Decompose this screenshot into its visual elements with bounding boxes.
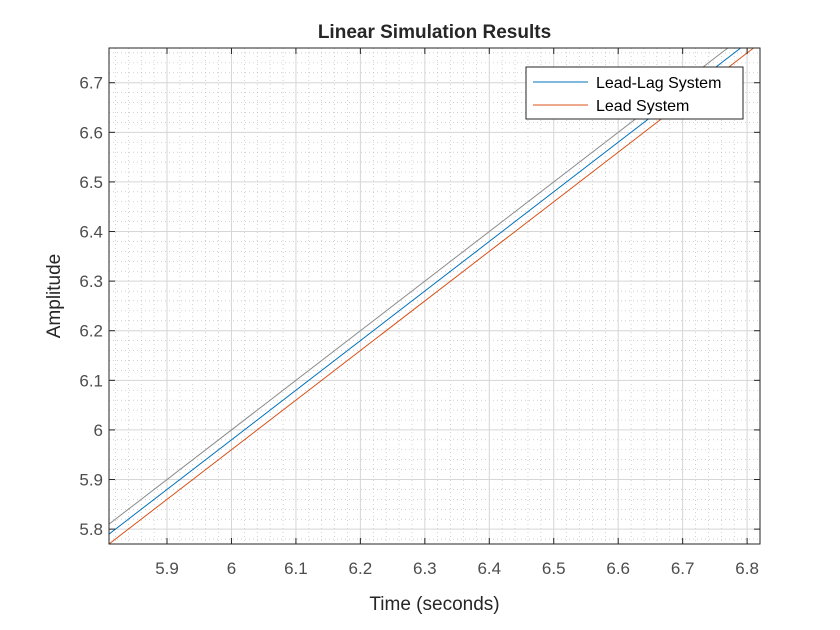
legend: Lead-Lag System Lead System bbox=[525, 66, 744, 120]
legend-label-lead: Lead System bbox=[596, 98, 689, 115]
series-layer bbox=[109, 48, 754, 544]
legend-box bbox=[525, 66, 744, 120]
y-tick-label: 6.6 bbox=[79, 123, 103, 142]
major-grid bbox=[109, 48, 760, 544]
y-tick-label: 6.1 bbox=[79, 371, 103, 390]
x-tick-labels: 5.9 6 6.1 6.2 6.3 6.4 6.5 6.6 6.7 6.8 bbox=[155, 559, 759, 578]
x-tick-label: 6.1 bbox=[284, 559, 308, 578]
y-tick-labels: 5.8 5.9 6 6.1 6.2 6.3 6.4 6.5 6.6 6.7 bbox=[79, 74, 103, 539]
series-line-lead-lag-system bbox=[109, 48, 741, 535]
plot-frame bbox=[108, 47, 761, 545]
x-tick-label: 6.5 bbox=[542, 559, 566, 578]
legend-label-lead-lag: Lead-Lag System bbox=[596, 75, 721, 92]
y-tick-label: 6.3 bbox=[79, 272, 103, 291]
y-tick-label: 6 bbox=[94, 421, 103, 440]
x-tick-label: 6.6 bbox=[606, 559, 630, 578]
x-tick-label: 6.2 bbox=[349, 559, 373, 578]
tick-marks bbox=[109, 48, 760, 544]
x-tick-label: 5.9 bbox=[155, 559, 179, 578]
y-tick-label: 5.8 bbox=[79, 520, 103, 539]
x-tick-label: 6.3 bbox=[413, 559, 437, 578]
series-line-input bbox=[109, 48, 729, 525]
x-tick-label: 6.8 bbox=[735, 559, 759, 578]
y-tick-label: 5.9 bbox=[79, 471, 103, 490]
series-line-lead-system bbox=[109, 48, 754, 544]
chart-title: Linear Simulation Results bbox=[318, 22, 551, 43]
x-tick-label: 6.7 bbox=[671, 559, 695, 578]
y-tick-label: 6.7 bbox=[79, 74, 103, 93]
y-axis-label: Amplitude bbox=[44, 254, 65, 339]
x-tick-label: 6.4 bbox=[477, 559, 501, 578]
y-tick-label: 6.5 bbox=[79, 173, 103, 192]
y-tick-label: 6.4 bbox=[79, 223, 103, 242]
x-tick-label: 6 bbox=[227, 559, 236, 578]
x-axis-label: Time (seconds) bbox=[369, 594, 499, 615]
plot-area bbox=[109, 48, 760, 544]
y-tick-label: 6.2 bbox=[79, 322, 103, 341]
